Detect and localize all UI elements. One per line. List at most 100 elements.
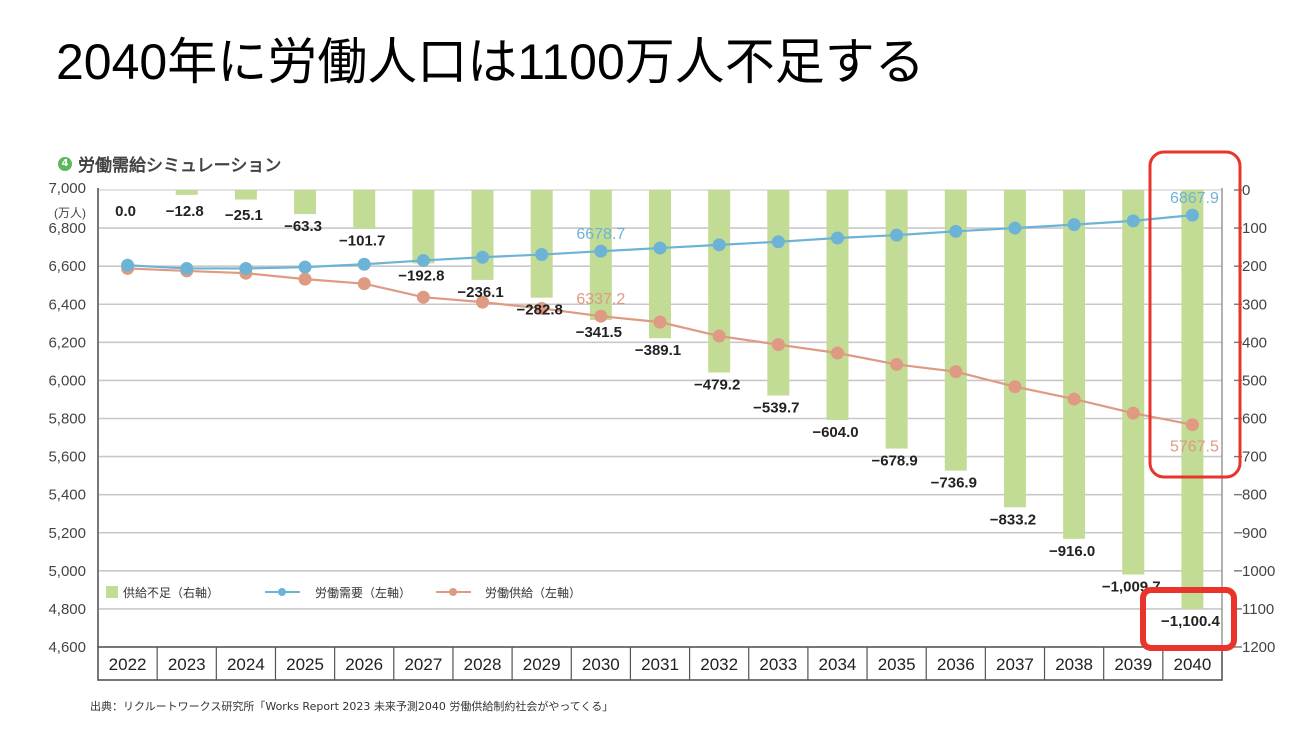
shortage-label-2026: −101.7 [339, 233, 385, 250]
legend-supply-marker [449, 588, 457, 596]
series-lines [121, 208, 1199, 432]
source-note: 出典：リクルートワークス研究所「Works Report 2023 未来予測20… [90, 700, 614, 713]
right-axis-tick-label: 1000 [1242, 563, 1275, 580]
year-label-2039: 2039 [1114, 655, 1152, 674]
shortage-bar-2024 [234, 190, 257, 200]
highlight-box-2040-lines [1148, 150, 1242, 479]
right-axis-tick-label: 0 [1242, 182, 1250, 199]
shortage-bar-2031 [649, 190, 671, 339]
shortage-label-2029: −282.8 [517, 302, 563, 319]
demand-point-2031 [653, 241, 667, 255]
shortage-label-2024: −25.1 [225, 207, 263, 224]
left-axis-tick-label: 5,600 [48, 449, 86, 466]
demand-point-2029 [535, 248, 549, 262]
supply-annotation-2030: 6337.2 [576, 291, 625, 308]
year-label-2022: 2022 [109, 655, 147, 674]
year-label-2033: 2033 [759, 655, 797, 674]
shortage-label-2030: −341.5 [576, 324, 622, 341]
left-axis-tick-label: 6,600 [48, 258, 86, 275]
shortage-label-2034: −604.0 [812, 424, 858, 441]
chart-heading: 4 労働需給シミュレーション [58, 151, 281, 176]
supply-annotation-2040: 5767.5 [1170, 439, 1219, 456]
shortage-bar-2037 [1003, 190, 1026, 508]
supply-point-2031 [653, 315, 667, 329]
supply-point-2030 [594, 309, 608, 323]
demand-point-2036 [949, 224, 963, 238]
legend-demand-marker [278, 588, 286, 596]
year-label-2029: 2029 [523, 655, 561, 674]
year-label-2040: 2040 [1174, 655, 1212, 674]
year-label-2036: 2036 [937, 655, 975, 674]
left-axis-tick-label: 5,000 [48, 563, 86, 580]
right-axis-tick-label: 400 [1242, 334, 1267, 351]
year-label-2031: 2031 [641, 655, 679, 674]
shortage-bar-2040 [1181, 190, 1204, 610]
legend-supply-label: 労働供給（左軸） [485, 585, 581, 600]
data-labels: 0.0 −12.8 −25.1 −63.3 −101.7 −192.8 −236.1 −282… [115, 190, 1220, 630]
shortage-bar-2023 [175, 190, 198, 195]
year-label-2034: 2034 [819, 655, 857, 674]
demand-point-2037 [1008, 221, 1022, 235]
demand-point-2030 [594, 244, 608, 258]
demand-point-2023 [180, 261, 194, 275]
legend-demand-label: 労働需要（左軸） [315, 585, 411, 600]
highlight-box-2040-shortage [1140, 587, 1237, 651]
year-label-2023: 2023 [168, 655, 206, 674]
supply-point-2038 [1067, 392, 1081, 406]
shortage-bars [175, 190, 1204, 610]
right-axis-tick-label: 600 [1242, 411, 1267, 428]
demand-point-2039 [1126, 214, 1140, 228]
shortage-bar-2029 [530, 190, 553, 298]
legend-bar-swatch [106, 586, 118, 598]
demand-point-2028 [476, 250, 490, 264]
left-axis-tick-label: 6,200 [48, 334, 86, 351]
shortage-bar-2039 [1122, 190, 1145, 575]
left-axis-tick-label: 6,400 [48, 296, 86, 313]
shortage-label-2033: −539.7 [753, 400, 799, 417]
demand-point-2025 [298, 260, 312, 274]
supply-point-2034 [830, 346, 844, 360]
right-axis-tick-label: 1100 [1242, 601, 1274, 618]
shortage-label-2025: −63.3 [284, 218, 322, 235]
supply-point-2032 [712, 329, 726, 343]
demand-annotation-2030: 6678.7 [576, 226, 625, 243]
supply-point-2035 [890, 357, 904, 371]
left-axis-tick-label: 6,800 [48, 220, 86, 237]
right-axis-tick-label: 1200 [1242, 639, 1275, 656]
year-label-2035: 2035 [878, 655, 916, 674]
year-label-2032: 2032 [700, 655, 738, 674]
shortage-label-2022: 0.0 [115, 203, 136, 220]
shortage-bar-2025 [294, 190, 317, 215]
left-axis-tick-label: 6,000 [48, 372, 86, 389]
supply-point-2033 [771, 338, 785, 352]
shortage-label-2035: −678.9 [871, 453, 917, 470]
shortage-label-2040: −1,100.4 [1161, 613, 1220, 630]
demand-point-2024 [239, 261, 253, 275]
year-label-2024: 2024 [227, 655, 265, 674]
year-label-2030: 2030 [582, 655, 620, 674]
demand-point-2022 [121, 258, 135, 272]
demand-point-2038 [1067, 218, 1081, 232]
supply-point-2027 [416, 290, 430, 304]
demand-point-2026 [357, 257, 371, 271]
supply-point-2026 [357, 277, 371, 291]
shortage-bar-2034 [826, 190, 849, 421]
axes: 7,000 6,800 6,600 6,400 6,200 6,000 5,800 5,600… [48, 180, 1275, 681]
shortage-bar-2036 [944, 190, 967, 471]
chart-heading-text: 労働需給シミュレーション [78, 156, 282, 176]
year-label-2025: 2025 [286, 655, 324, 674]
shortage-label-2037: −833.2 [990, 511, 1036, 528]
demand-point-2033 [771, 235, 785, 249]
shortage-bar-2038 [1063, 190, 1086, 539]
highlight-boxes [1140, 150, 1242, 651]
shortage-label-2036: −736.9 [931, 475, 977, 492]
shortage-bar-2026 [353, 190, 376, 229]
demand-annotation-2040: 6867.9 [1170, 190, 1219, 207]
left-axis-tick-label: 4,800 [48, 601, 86, 618]
demand-point-2027 [416, 253, 430, 267]
year-label-2027: 2027 [404, 655, 442, 674]
demand-point-2035 [890, 228, 904, 242]
supply-point-2029 [535, 301, 549, 315]
demand-point-2034 [830, 231, 844, 245]
year-label-2037: 2037 [996, 655, 1034, 674]
